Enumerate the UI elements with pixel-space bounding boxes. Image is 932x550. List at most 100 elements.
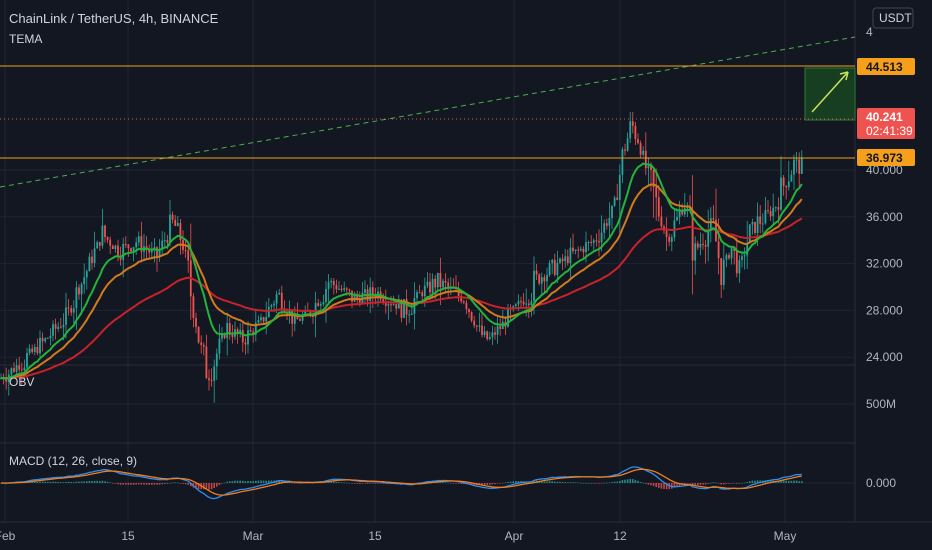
lower-level-value: 36.973 [866,151,903,165]
candle-body [169,214,171,243]
macd-histogram-bar [262,480,265,483]
candle-body [5,379,8,382]
macd-histogram-bar [736,483,738,484]
candlestick-series[interactable] [0,111,803,403]
macd-histogram-bar [255,480,257,483]
candle-body [257,320,260,323]
macd-histogram-bar [379,483,382,484]
candle-body [202,344,205,347]
macd-histogram-bar [717,483,720,484]
candle-body [135,242,138,248]
macd-histogram-bar [494,483,496,485]
macd-histogram-bar [723,483,725,485]
macd-line [0,466,802,500]
macd-histogram-bar [686,483,689,484]
candle-body [387,304,390,306]
macd-histogram-bar [595,483,598,484]
macd-histogram-bar [561,482,564,483]
candle-body [790,174,793,182]
candle-body [174,219,177,226]
candle-body [514,304,517,307]
macd-histogram-bar [512,481,514,483]
macd-histogram-bar [93,480,96,483]
candle-body [678,210,681,217]
candle-body [26,353,28,368]
macd-histogram-bar [221,483,223,484]
macd-histogram-bar [361,483,364,484]
time-axis[interactable]: Feb 15 Mar 15 Apr 12 May [0,529,796,543]
macd-histogram-bar [546,481,548,483]
macd-histogram-bar [343,482,345,484]
macd-histogram-bar [231,481,234,483]
candle-body [382,299,385,302]
macd-histogram-bar [798,481,800,483]
macd-histogram-bar [733,482,735,484]
candle-body [642,150,645,155]
candle-body [611,205,613,219]
candle-body [145,246,148,250]
candle-body [774,207,777,209]
candle-body [75,287,78,309]
candle-body [70,308,73,313]
candle-body [777,207,780,210]
macd-histogram-bar [39,481,41,483]
macd-histogram-bar [499,483,501,484]
candle-body [371,287,374,297]
macd-histogram-bar [377,483,379,484]
time-tick-label: May [774,529,797,543]
macd-histogram-bar [585,482,587,484]
candle-body [577,249,580,251]
candle-body [767,210,769,212]
macd-histogram-bar [590,483,592,484]
macd-histogram-bar [444,482,447,483]
candle-body [195,317,197,327]
macd-histogram-bar [75,481,78,483]
candle-body [699,243,702,248]
candle-body [769,211,772,217]
candle-body [728,255,730,259]
candle-body [579,248,582,251]
macd-histogram-bar [346,482,348,484]
candle-body [553,259,556,275]
candle-body [148,249,151,253]
macd-tick: 0.000 [866,476,896,490]
macd-histogram-bar [785,480,787,483]
price-axis[interactable]: 24.000 28.000 32.000 36.000 40.000 [866,163,903,364]
macd-histogram-bar [470,483,473,485]
macd-histogram-bar [691,483,694,485]
candle-body [158,248,161,257]
candle-body [785,186,788,188]
macd-histogram-bar [91,481,93,483]
currency-button[interactable] [872,7,914,29]
candle-body [444,280,447,283]
candle-body [780,177,782,210]
macd-histogram-bar [312,483,314,484]
candle-body [270,305,273,307]
candle-body [340,288,343,291]
macd-histogram-bar [101,480,104,483]
indicator-label-macd[interactable]: MACD (12, 26, close, 9) [9,454,137,468]
candle-body [694,243,697,261]
candle-body [535,270,538,275]
candle-body [330,280,333,283]
macd-histogram-bar [554,481,556,483]
candle-body [756,216,759,233]
macd-histogram-bar [119,483,122,485]
indicator-label-tema[interactable]: TEMA [9,32,42,46]
macd-histogram-bar [338,482,340,483]
macd-histogram-bar [195,483,197,489]
indicator-label-obv[interactable]: OBV [9,375,34,389]
macd-histogram-bar [174,482,176,484]
macd-histogram-bar [325,482,327,483]
candle-body [462,301,465,303]
macd-histogram-bar [333,481,335,483]
candle-body [210,380,213,382]
candle-body [574,249,577,251]
candle-body [429,281,431,293]
candle-body [247,330,249,345]
macd-histogram-bar [463,483,465,485]
macd-histogram-bar [62,482,65,483]
ascending-trend-line[interactable] [0,36,856,188]
candle-body [231,334,234,337]
